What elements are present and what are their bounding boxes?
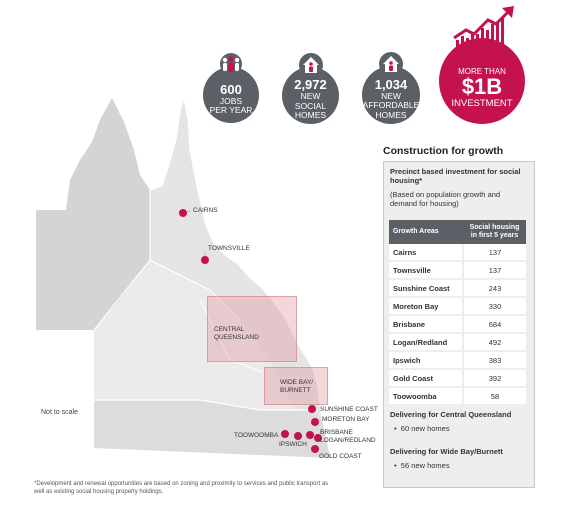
area-name: Gold Coast	[389, 369, 463, 388]
panel-heading: Precinct based investment for social hou…	[390, 167, 521, 185]
not-to-scale-note: Not to scale	[41, 409, 78, 416]
marker-moreton-bay	[311, 418, 319, 426]
area-value: 243	[462, 279, 526, 298]
investment-number: $1B	[461, 74, 503, 99]
stat-social-homes-number: 2,972	[294, 77, 327, 93]
table-row: Ipswich 383	[389, 351, 526, 370]
wide-bay-item: • 56 new homes	[394, 461, 450, 470]
table-row: Townsville 137	[389, 261, 526, 280]
area-name: Toowoomba	[389, 387, 463, 406]
growth-table: Growth Areas Social housing in first 5 y…	[389, 220, 526, 406]
central-qld-item-text: 60 new homes	[400, 424, 450, 433]
area-name: Sunshine Coast	[389, 279, 463, 298]
central-qld-heading: Delivering for Central Queensland	[390, 410, 512, 419]
stat-jobs-label-2: PER YEAR	[209, 105, 253, 115]
workers-icon	[220, 53, 242, 75]
table-row: Moreton Bay 330	[389, 297, 526, 316]
stat-affordable-homes-label-1: NEW	[381, 90, 401, 101]
stat-affordable-homes-label-3: HOMES	[375, 109, 407, 120]
region-central-queensland-label: CENTRAL QUEENSLAND	[214, 326, 259, 341]
table-row: Toowoomba 58	[389, 387, 526, 406]
stat-affordable-homes: 1,034 NEW AFFORDABLE HOMES	[362, 52, 420, 124]
investment-prefix: MORE THAN	[458, 67, 506, 76]
stat-social-homes-label-3: HOMES	[294, 110, 327, 121]
table-row: Gold Coast 392	[389, 369, 526, 388]
area-value: 392	[462, 369, 526, 388]
house-icon	[298, 53, 323, 77]
investment-label: INVESTMENT	[451, 98, 513, 109]
region-wide-bay-label: WIDE BAY/ BURNETT	[280, 379, 314, 394]
stat-affordable-homes-label-2: AFFORDABLE	[362, 100, 420, 111]
footnote: *Development and renewal opportunities a…	[34, 481, 329, 495]
stat-social-homes-label-2: SOCIAL	[294, 100, 327, 111]
area-name: Brisbane	[389, 315, 463, 334]
label-brisbane-logan: BRISBANE LOGAN/REDLAND	[320, 429, 376, 444]
label-moreton-bay: MORETON BAY	[322, 416, 370, 423]
marker-sunshine-coast	[308, 405, 316, 413]
label-ipswich: IPSWICH	[279, 441, 307, 448]
stat-affordable-homes-number: 1,034	[374, 76, 408, 92]
label-cairns: CAIRNS	[193, 207, 218, 214]
area-value: 383	[462, 351, 526, 370]
central-qld-item: • 60 new homes	[394, 424, 450, 433]
area-name: Cairns	[389, 244, 463, 262]
bullet-icon: •	[394, 461, 401, 470]
area-name: Ipswich	[389, 351, 463, 370]
stat-investment: MORE THAN $1B INVESTMENT	[439, 38, 525, 124]
area-value: 330	[462, 297, 526, 316]
wide-bay-item-text: 56 new homes	[400, 461, 450, 470]
table-row: Brisbane 684	[389, 315, 526, 334]
stat-jobs-number: 600	[220, 81, 242, 97]
area-name: Logan/Redland	[389, 333, 463, 352]
stat-social-homes-label-1: NEW	[300, 91, 321, 102]
region-central-queensland	[207, 296, 297, 362]
label-toowoomba: TOOWOOMBA	[234, 432, 279, 439]
stat-jobs: 600 JOBS PER YEAR	[203, 53, 259, 123]
table-row: Sunshine Coast 243	[389, 279, 526, 298]
table-row: Logan/Redland 492	[389, 333, 526, 352]
area-name: Townsville	[389, 261, 463, 280]
marker-ipswich	[294, 432, 302, 440]
label-sunshine-coast: SUNSHINE COAST	[320, 406, 378, 413]
house-icon	[379, 52, 403, 76]
bullet-icon: •	[394, 424, 401, 433]
marker-cairns	[179, 209, 187, 217]
marker-logan-redland	[314, 434, 322, 442]
area-name: Moreton Bay	[389, 297, 463, 316]
area-value: 492	[462, 333, 526, 352]
panel-subheading: (Based on population growth and demand f…	[390, 190, 501, 208]
label-townsville: TOWNSVILLE	[208, 245, 250, 252]
marker-brisbane	[306, 431, 314, 439]
marker-toowoomba	[281, 430, 289, 438]
marker-townsville	[201, 256, 209, 264]
wide-bay-heading: Delivering for Wide Bay/Burnett	[390, 447, 503, 456]
label-gold-coast: GOLD COAST	[319, 453, 362, 460]
table-row: Cairns 137	[389, 244, 526, 262]
area-value: 137	[462, 261, 526, 280]
stat-jobs-label-1: JOBS	[219, 95, 243, 106]
area-value: 58	[462, 387, 526, 406]
marker-gold-coast	[311, 445, 319, 453]
col-growth-areas: Growth Areas	[389, 220, 463, 244]
panel-title: Construction for growth	[383, 145, 504, 157]
area-value: 684	[462, 315, 526, 334]
area-value: 137	[462, 244, 526, 262]
stat-social-homes: 2,972 NEW SOCIAL HOMES	[282, 53, 339, 124]
region-wide-bay	[264, 367, 328, 405]
table-header-row: Growth Areas Social housing in first 5 y…	[389, 220, 526, 244]
col-social-housing: Social housing in first 5 years	[463, 220, 526, 244]
